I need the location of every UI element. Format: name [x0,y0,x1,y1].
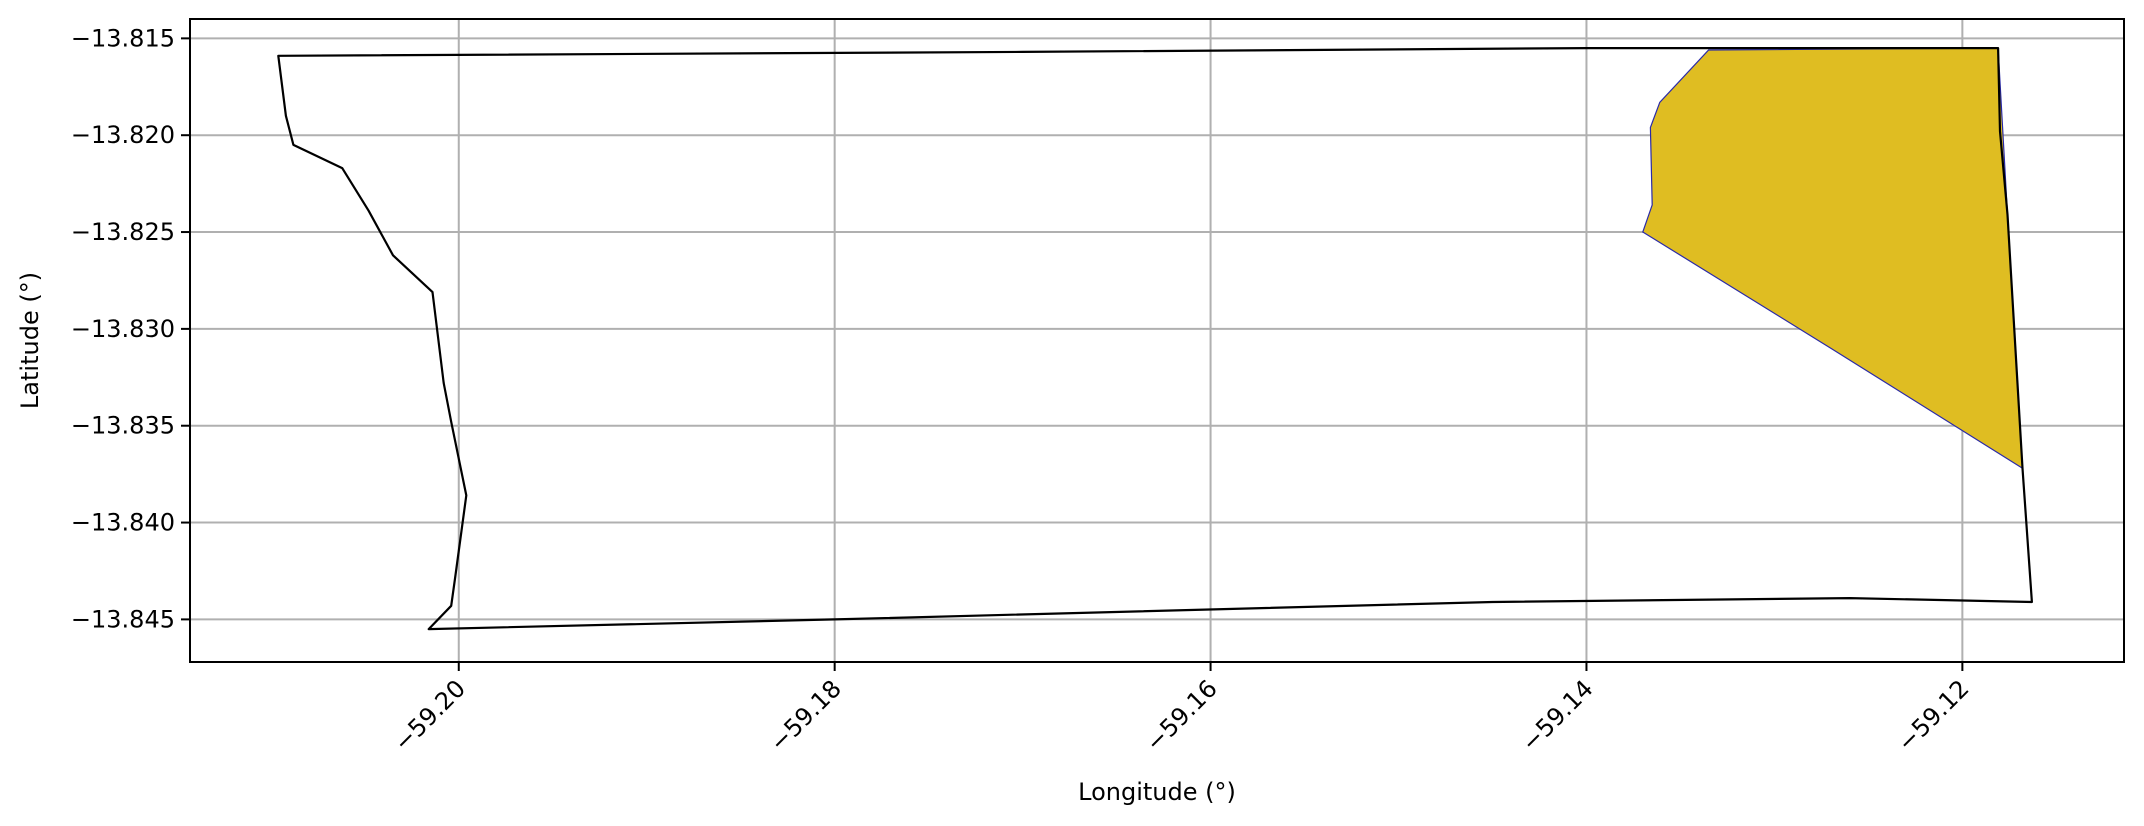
map-shapes [277,46,2034,631]
axes-frame [189,18,2125,663]
y-tick-label: −13.840 [71,509,175,537]
y-tick-label: −13.815 [71,24,175,52]
highlighted-region [1642,47,2024,470]
y-tick-label: −13.835 [71,412,175,440]
y-axis-ticks: −13.815 −13.820 −13.825 −13.830 −13.835 −13.8… [71,24,190,633]
y-tick-label: −13.825 [71,218,175,246]
boundary-outline [277,46,2034,631]
y-axis-label: Latitude (°) [16,272,44,409]
x-axis-label: Longitude (°) [1078,778,1236,806]
y-tick-label: −13.820 [71,121,175,149]
y-tick-label: −13.845 [71,605,175,633]
y-tick-label: −13.830 [71,315,175,343]
